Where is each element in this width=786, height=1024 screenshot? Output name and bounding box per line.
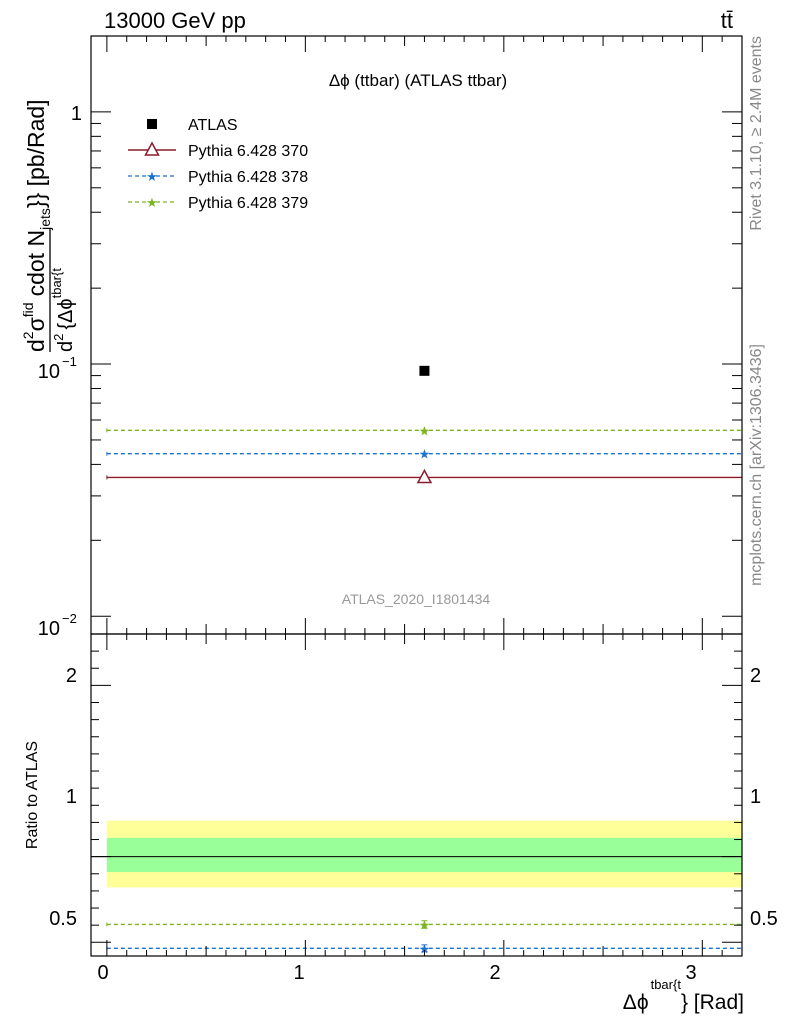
y-title-sup2: 2	[20, 331, 36, 339]
ratio-frame	[90, 633, 743, 957]
ratio-y-tick-2-right: 2	[750, 665, 761, 687]
y-title-den-2: 2	[51, 334, 66, 341]
x-tick-label-2: 2	[489, 962, 500, 984]
x-title-main: Δϕ	[623, 991, 649, 1014]
x-title-sup: tbar{t	[651, 977, 682, 992]
ratio-y-tick-0.5-right: 0.5	[750, 908, 778, 930]
ratio-y-tick-2-left: 2	[66, 665, 77, 687]
header-left: 13000 GeV pp	[104, 8, 246, 33]
y-tick-exponent-0.01: −2	[62, 611, 77, 626]
y-title-rest: cdot N	[23, 230, 49, 296]
y-tick-exponent-0.1: −1	[62, 354, 77, 369]
legend-entry-atlas: ATLAS	[147, 117, 238, 134]
legend-label-378: Pythia 6.428 378	[188, 169, 308, 186]
legend-marker-atlas	[147, 119, 157, 129]
ratio-data: ★★	[106, 918, 743, 957]
main-ticks	[91, 35, 743, 634]
legend-label-atlas: ATLAS	[188, 117, 238, 134]
analysis-watermark: ATLAS_2020_I1801434	[342, 591, 491, 607]
ratio-y-tick-1-right: 1	[750, 786, 761, 808]
ratio-x-tick-labels: 0 1 2 3	[97, 962, 696, 984]
legend-marker-370	[144, 141, 160, 156]
legend-marker-378: ★	[146, 169, 158, 184]
legend-marker-379: ★	[146, 195, 158, 210]
x-title-rest: } [Rad]	[681, 991, 744, 1014]
y-tick-label-0.01: 10	[38, 618, 60, 640]
x-tick-label-1: 1	[293, 962, 304, 984]
mcplots-label: mcplots.cern.ch [arXiv:1306.3436]	[748, 344, 765, 586]
ratio-bands	[106, 820, 742, 888]
y-title-den-sup: tbar{t	[49, 268, 64, 299]
ratio-y-tick-0.5-left: 0.5	[49, 908, 77, 930]
rivet-label: Rivet 3.1.10, ≥ 2.4M events	[748, 36, 765, 231]
x-axis-title: Δϕtbar{t} [Rad]	[623, 977, 744, 1014]
ratio-ticks	[91, 634, 743, 956]
ratio-panel: ★★ Ratio to ATLAS 0.5 1 2 0.5 1 2 0 1 2 …	[24, 633, 778, 1014]
y-title-close: }} [pb/Rad]	[23, 99, 49, 208]
x-tick-label-0: 0	[97, 962, 108, 984]
y-tick-label-1: 1	[71, 103, 82, 125]
main-point-series-0	[419, 365, 430, 376]
main-panel: Δϕ (ttbar) (ATLAS ttbar) ATLAS_2020_I180…	[20, 35, 743, 640]
main-data: ★★	[106, 365, 743, 484]
y-title-fid: fid	[20, 302, 36, 317]
ratio-point-series-0: ★	[419, 942, 431, 957]
ratio-y-tick-labels: 0.5 1 2 0.5 1 2	[49, 665, 778, 930]
legend-label-370: Pythia 6.428 370	[188, 143, 308, 160]
ratio-band-1	[106, 837, 742, 873]
chart-title: Δϕ (ttbar) (ATLAS ttbar)	[329, 71, 507, 90]
y-title-den-d: d	[55, 341, 77, 352]
y-title-numerator: d2σfid cdot Njets}} [pb/Rad]	[20, 99, 53, 352]
header-right: tt̄	[721, 8, 733, 33]
legend-entry-370: Pythia 6.428 370	[128, 141, 308, 160]
x-tick-label-3: 3	[685, 962, 696, 984]
y-title-den-main: {Δϕ	[55, 298, 77, 329]
main-point-series-3: ★	[419, 424, 431, 439]
main-point-series-1	[416, 468, 433, 484]
main-point-series-2: ★	[419, 448, 431, 463]
y-title-sigma: σ	[23, 317, 49, 331]
ratio-y-title: Ratio to ATLAS	[24, 741, 41, 849]
y-axis-title: d2σfidcdot Njets}} [pb/Rad] d2{Δϕtbar{t	[20, 99, 77, 352]
y-title-jets: jets	[37, 208, 53, 231]
legend-entry-379: ★ Pythia 6.428 379	[128, 195, 308, 212]
legend-label-379: Pythia 6.428 379	[188, 195, 308, 212]
y-tick-label-0.1: 10	[38, 361, 60, 383]
ratio-point-series-1: ★	[419, 918, 431, 933]
legend-entry-378: ★ Pythia 6.428 378	[128, 169, 308, 186]
y-title-denominator: d2 {Δϕtbar{t	[49, 268, 77, 352]
legend: ATLAS Pythia 6.428 370 ★ Pythia 6.428 37…	[128, 117, 308, 212]
ratio-y-tick-1-left: 1	[66, 786, 77, 808]
y-title-d: d	[23, 339, 49, 352]
